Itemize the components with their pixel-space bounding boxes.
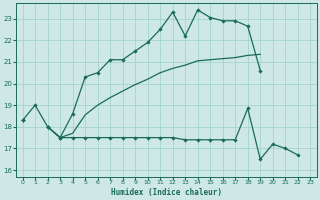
X-axis label: Humidex (Indice chaleur): Humidex (Indice chaleur) bbox=[111, 188, 222, 197]
